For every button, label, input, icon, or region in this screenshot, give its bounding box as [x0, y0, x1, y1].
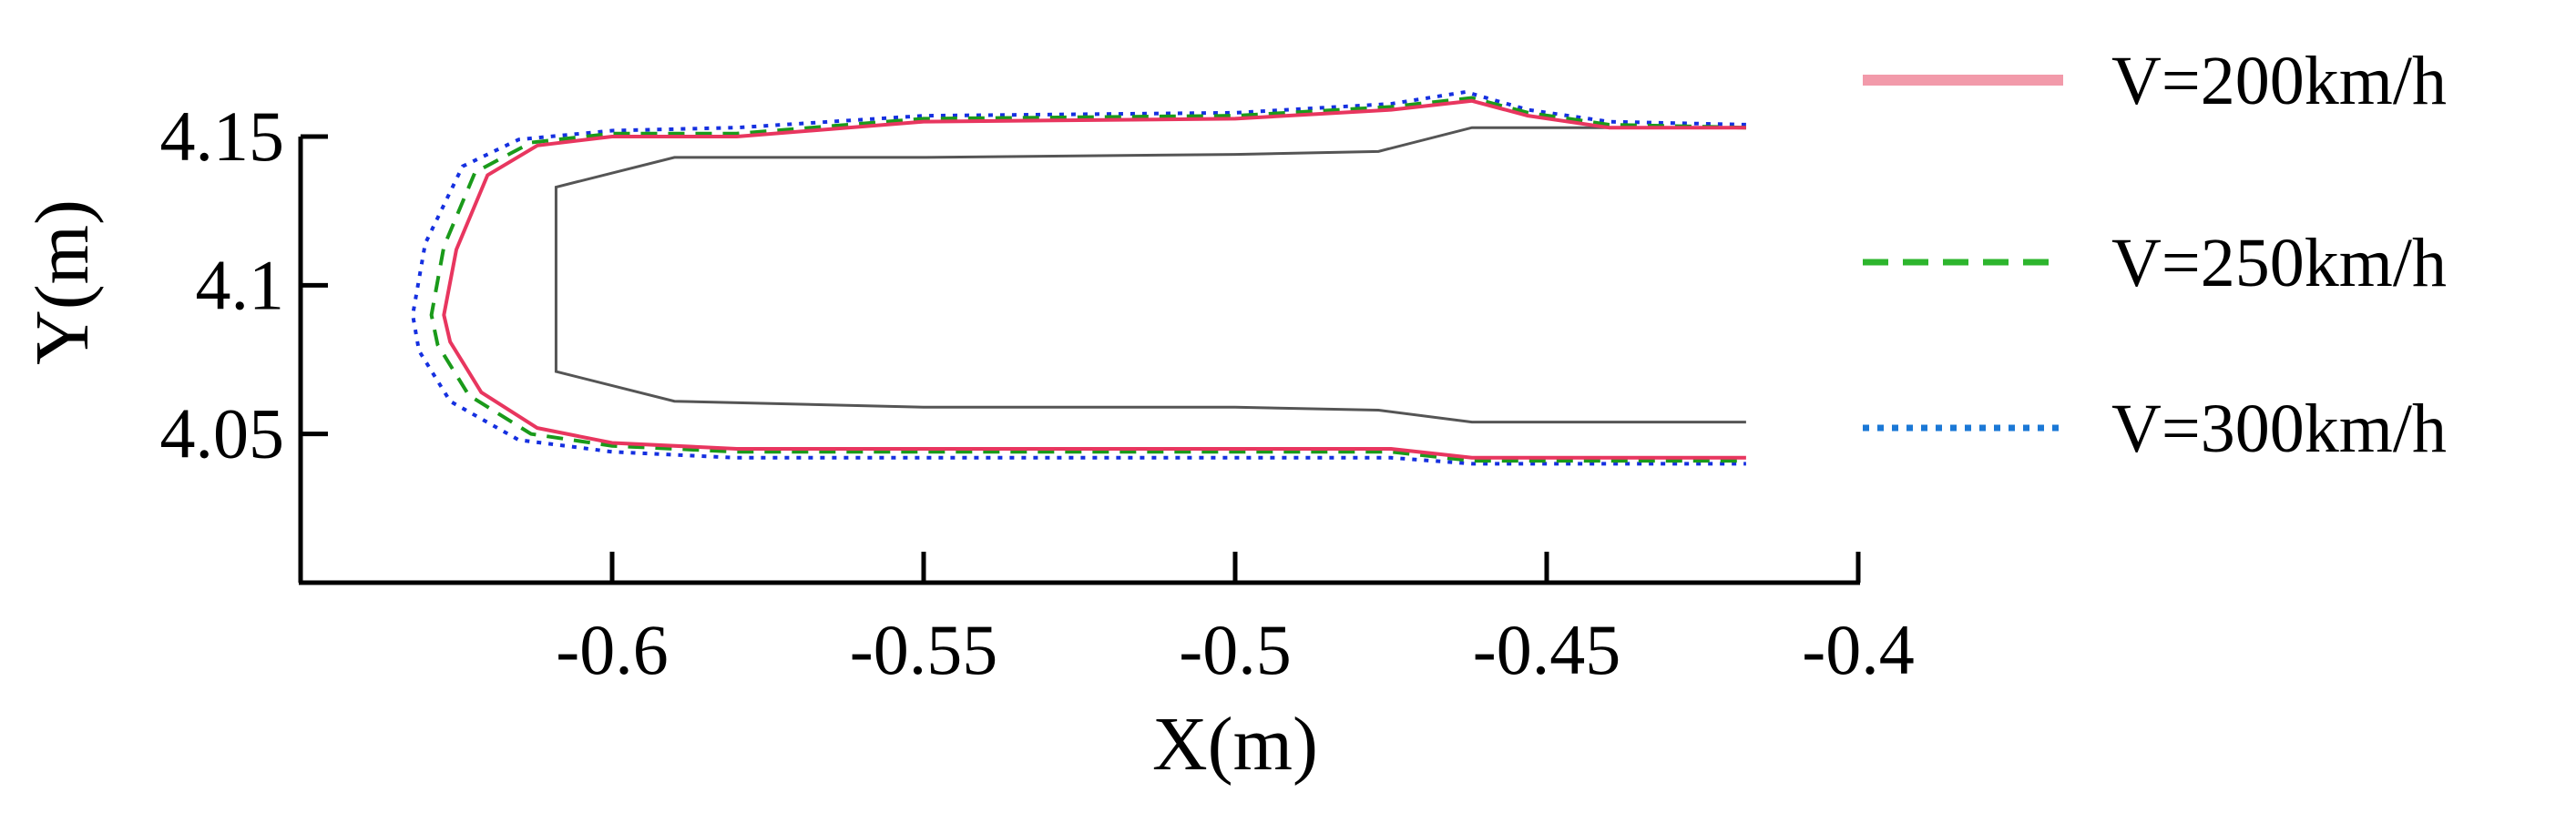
y-tick-label: 4.05: [160, 394, 285, 473]
y-tick-label: 4.15: [160, 97, 285, 176]
plot-area: [411, 90, 1746, 466]
legend: V=200km/h V=250km/h V=300km/h: [1863, 43, 2447, 467]
series-line-v-200km-h: [442, 98, 1746, 460]
y-axis-title: Y(m): [20, 199, 105, 365]
legend-label-v-200km-h: V=200km/h: [2111, 43, 2447, 119]
x-tick-label: -0.6: [556, 610, 668, 689]
x-tick-label: -0.4: [1802, 610, 1914, 689]
x-tick-label: -0.5: [1179, 610, 1291, 689]
reference-outline-line: [554, 126, 1746, 424]
x-axis-title: X(m): [1152, 702, 1318, 787]
legend-label-v-300km-h: V=300km/h: [2111, 391, 2447, 467]
legend-label-v-250km-h: V=250km/h: [2111, 225, 2447, 301]
axes: -0.6 -0.55 -0.5 -0.45 -0.4 4.05 4.1 4.15: [160, 97, 1915, 689]
series-line-v-250km-h: [429, 96, 1746, 463]
x-tick-label: -0.45: [1473, 610, 1620, 689]
x-tick-label: -0.55: [850, 610, 997, 689]
series-line-v-300km-h: [411, 90, 1746, 466]
y-tick-label: 4.1: [196, 245, 285, 324]
